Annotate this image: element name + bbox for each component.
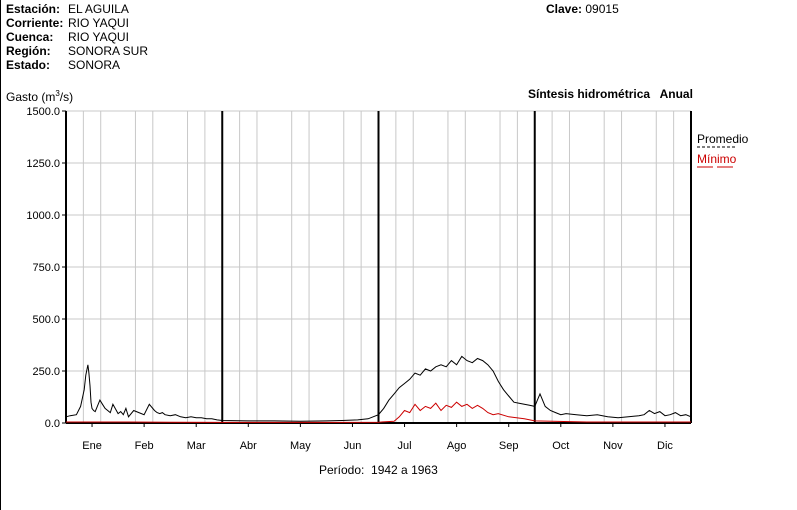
legend-label: Mínimo: [697, 152, 737, 166]
region-value: SONORA SUR: [68, 44, 149, 58]
y-tick-label: 1250.0: [26, 158, 60, 170]
estado-label: Estado:: [6, 58, 51, 72]
estado-value: SONORA: [68, 58, 121, 72]
estacion-label: Estación:: [6, 2, 61, 16]
x-tick-label: Ago: [447, 440, 467, 452]
clave-block: Clave: 09015: [546, 2, 619, 16]
x-tick-label: May: [290, 440, 311, 452]
corriente-value: RIO YAQUI: [68, 16, 129, 30]
x-tick-label: Nov: [603, 440, 623, 452]
ylabel-end: /s): [59, 90, 74, 104]
station-info: Estación: EL AGUILA Corriente: RIO YAQUI…: [0, 2, 400, 74]
legend-label: Promedio: [697, 132, 749, 146]
x-tick-label: Jul: [398, 440, 412, 452]
y-tick-label: 0.0: [45, 418, 60, 430]
chart-subtitle: Síntesis hidrométrica Anual: [528, 87, 693, 101]
series-minimo-line: [66, 401, 691, 423]
x-tick-label: Dic: [657, 440, 673, 452]
clave-label: Clave:: [546, 2, 583, 16]
y-tick-label: 1000.0: [26, 210, 60, 222]
x-tick-label: Sep: [499, 440, 519, 452]
x-tick-label: Feb: [135, 440, 154, 452]
period-footer: Período: 1942 a 1963: [319, 463, 438, 477]
region-label: Región:: [6, 44, 51, 58]
series-promedio-line: [65, 355, 692, 422]
x-tick-label: Mar: [187, 440, 206, 452]
clave-value: 09015: [585, 2, 619, 16]
ylabel-text: Gasto (m: [6, 90, 56, 104]
y-axis-label: Gasto (m3/s): [6, 87, 73, 104]
cuenca-label: Cuenca:: [6, 30, 54, 44]
x-tick-label: Abr: [240, 440, 257, 452]
y-tick-label: 750.0: [32, 262, 60, 274]
x-tick-label: Ene: [82, 440, 102, 452]
cuenca-value: RIO YAQUI: [68, 30, 129, 44]
estacion-value: EL AGUILA: [68, 2, 129, 16]
x-tick-label: Oct: [552, 440, 569, 452]
y-tick-label: 500.0: [32, 314, 60, 326]
corriente-label: Corriente:: [6, 16, 64, 30]
x-tick-label: Jun: [344, 440, 362, 452]
ylabel-sup: 3: [55, 89, 60, 98]
y-tick-label: 250.0: [32, 366, 60, 378]
y-tick-label: 1500.0: [26, 106, 60, 118]
